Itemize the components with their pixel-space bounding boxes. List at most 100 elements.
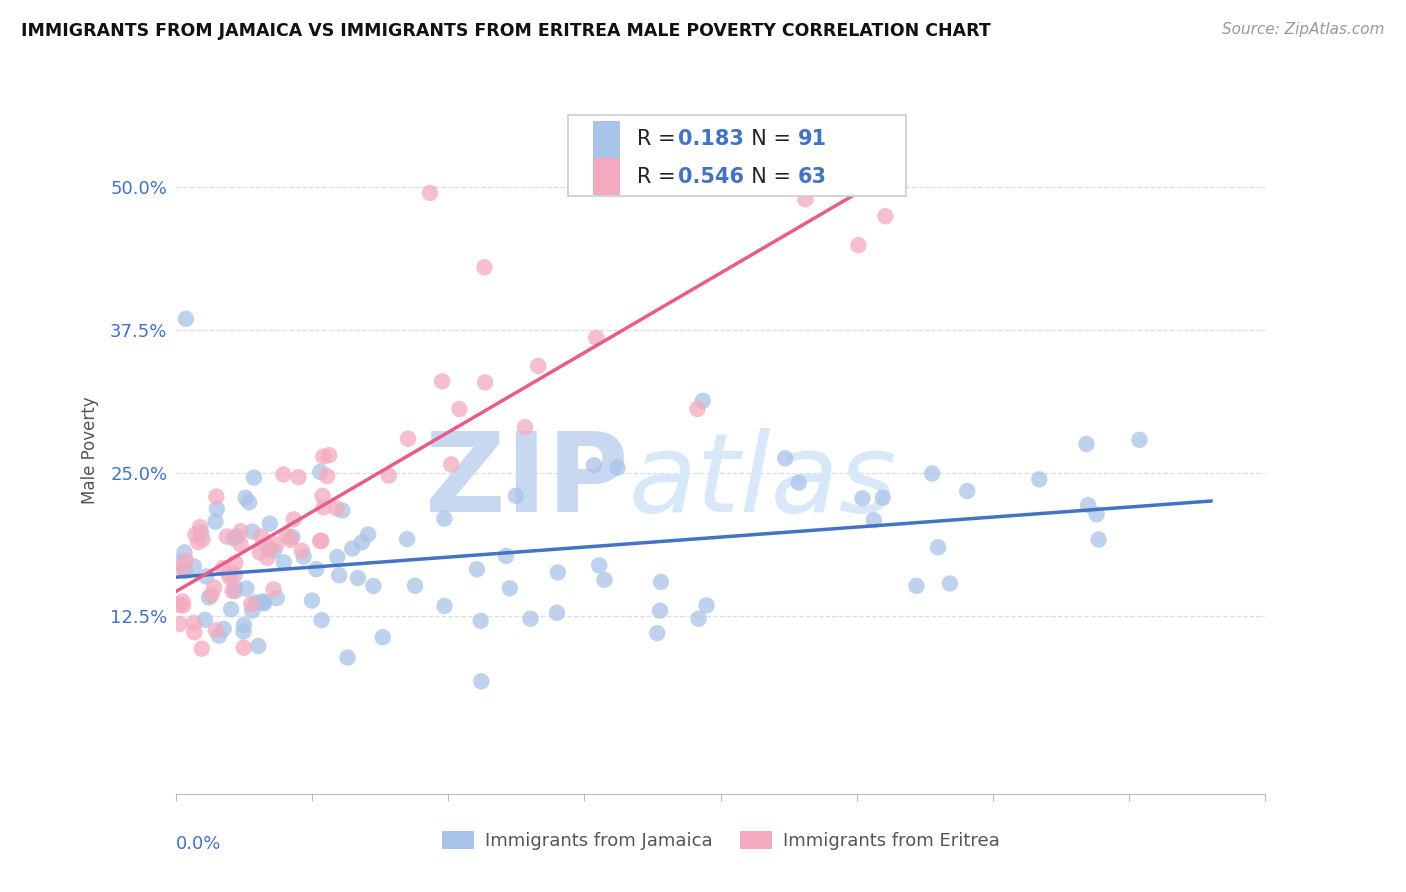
Point	[259, 542, 281, 557]
Point	[173, 545, 195, 559]
Point	[183, 559, 205, 574]
Point	[212, 622, 235, 636]
Point	[235, 582, 257, 596]
Point	[433, 511, 456, 525]
Point	[311, 489, 333, 503]
Point	[505, 489, 527, 503]
Point	[202, 581, 225, 595]
Point	[250, 530, 273, 544]
Point	[190, 641, 212, 656]
Point	[377, 468, 399, 483]
Point	[311, 533, 333, 548]
FancyBboxPatch shape	[568, 115, 905, 196]
Point	[249, 545, 271, 559]
Text: N =: N =	[738, 167, 797, 186]
Text: Source: ZipAtlas.com: Source: ZipAtlas.com	[1222, 22, 1385, 37]
Point	[927, 540, 949, 554]
Point	[309, 534, 332, 549]
Point	[172, 594, 194, 608]
Point	[280, 533, 302, 547]
Text: 0.0%: 0.0%	[176, 835, 221, 853]
Text: N =: N =	[738, 129, 797, 150]
Point	[301, 593, 323, 607]
Point	[190, 525, 212, 540]
Point	[287, 470, 309, 484]
Point	[263, 544, 285, 558]
Point	[266, 591, 288, 605]
Point	[174, 311, 197, 326]
Point	[232, 640, 254, 655]
Point	[862, 513, 884, 527]
Point	[312, 450, 335, 464]
Point	[242, 524, 264, 539]
Point	[650, 574, 672, 589]
Point	[174, 564, 197, 578]
Point	[224, 584, 246, 599]
Point	[169, 617, 191, 632]
Point	[232, 624, 254, 639]
Point	[440, 458, 463, 472]
Point	[191, 533, 214, 547]
Point	[200, 588, 222, 602]
Point	[225, 529, 247, 543]
Point	[253, 594, 276, 608]
Point	[325, 501, 347, 516]
Point	[1077, 498, 1099, 512]
Point	[224, 567, 246, 582]
Text: atlas: atlas	[628, 428, 897, 535]
Point	[205, 502, 228, 516]
Point	[606, 460, 628, 475]
Point	[229, 524, 252, 538]
Text: IMMIGRANTS FROM JAMAICA VS IMMIGRANTS FROM ERITREA MALE POVERTY CORRELATION CHAR: IMMIGRANTS FROM JAMAICA VS IMMIGRANTS FR…	[21, 22, 991, 40]
Point	[588, 558, 610, 573]
Point	[396, 532, 419, 546]
Point	[848, 238, 870, 252]
Point	[184, 527, 207, 541]
Point	[773, 451, 796, 466]
Point	[419, 186, 441, 200]
Point	[195, 569, 218, 583]
Point	[172, 599, 194, 613]
Point	[527, 359, 550, 373]
Point	[204, 515, 226, 529]
Point	[204, 624, 226, 638]
Text: R =: R =	[637, 129, 682, 150]
Point	[519, 612, 541, 626]
Point	[371, 630, 394, 644]
Point	[219, 602, 242, 616]
Point	[449, 402, 471, 417]
Y-axis label: Male Poverty: Male Poverty	[82, 397, 98, 504]
Point	[256, 540, 278, 554]
Point	[465, 562, 488, 576]
Text: 91: 91	[799, 129, 827, 150]
Point	[330, 503, 353, 517]
Point	[218, 570, 240, 584]
Point	[696, 599, 718, 613]
Point	[905, 579, 928, 593]
Point	[256, 550, 278, 565]
Point	[169, 555, 191, 569]
Point	[851, 491, 873, 506]
Point	[253, 596, 276, 610]
Point	[311, 613, 333, 627]
Point	[585, 331, 607, 345]
Point	[188, 520, 211, 534]
Point	[174, 553, 197, 567]
Point	[787, 475, 810, 490]
Text: 0.546: 0.546	[678, 167, 744, 186]
Text: R =: R =	[637, 167, 682, 186]
Point	[198, 591, 221, 605]
Point	[692, 393, 714, 408]
Point	[271, 467, 294, 482]
Point	[208, 629, 231, 643]
Point	[357, 527, 380, 541]
Point	[224, 580, 246, 594]
Point	[547, 566, 569, 580]
Point	[470, 674, 492, 689]
Point	[499, 582, 522, 596]
Point	[474, 376, 496, 390]
Point	[326, 549, 349, 564]
Point	[205, 490, 228, 504]
Point	[240, 604, 263, 618]
Point	[170, 561, 193, 575]
